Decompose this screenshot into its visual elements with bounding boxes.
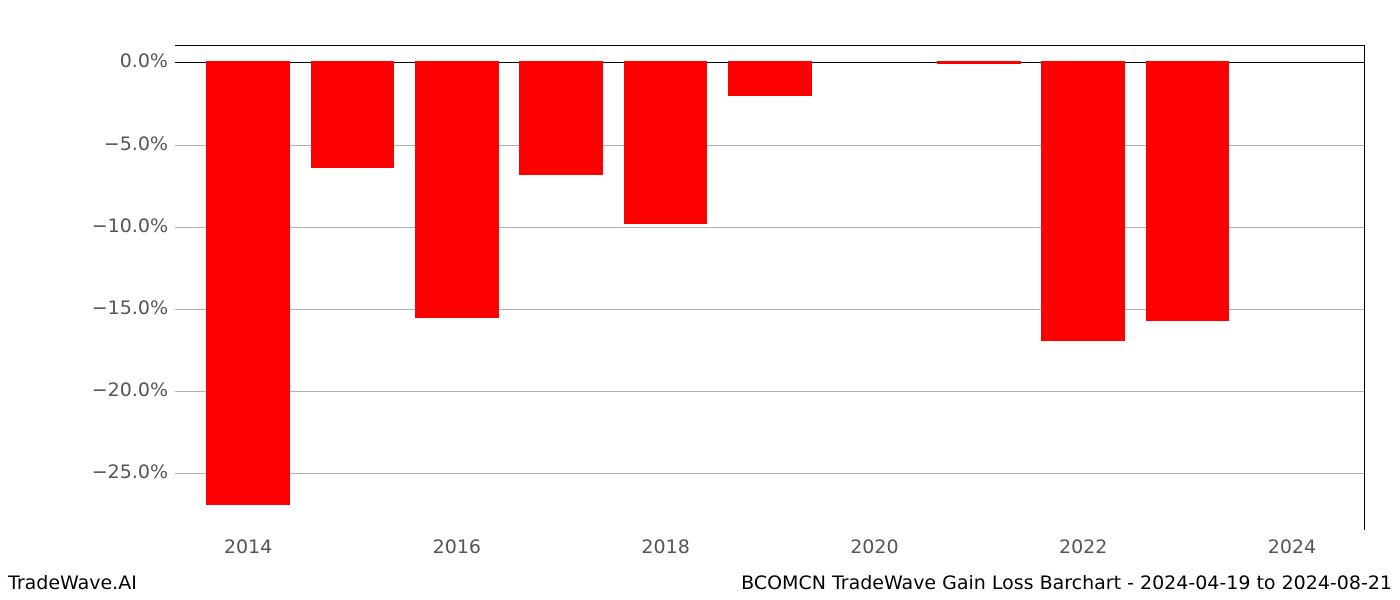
bar	[311, 61, 395, 168]
footer-right-text: BCOMCN TradeWave Gain Loss Barchart - 20…	[741, 572, 1392, 594]
y-tick-label: −10.0%	[68, 215, 168, 237]
bar	[728, 61, 812, 96]
y-tick-label: −15.0%	[68, 297, 168, 319]
x-tick-label: 2016	[433, 536, 481, 558]
footer-left-text: TradeWave.AI	[8, 572, 137, 594]
bar	[937, 61, 1021, 63]
y-tick-label: 0.0%	[68, 50, 168, 72]
bar	[1146, 61, 1230, 321]
x-tick-label: 2022	[1059, 536, 1107, 558]
bar	[206, 61, 290, 505]
bar	[624, 61, 708, 224]
x-tick-label: 2018	[641, 536, 689, 558]
grid-line	[175, 391, 1364, 392]
y-tick-label: −25.0%	[68, 461, 168, 483]
y-tick-label: −20.0%	[68, 379, 168, 401]
y-tick-label: −5.0%	[68, 133, 168, 155]
bar	[415, 61, 499, 317]
x-tick-label: 2024	[1268, 536, 1316, 558]
x-tick-label: 2020	[850, 536, 898, 558]
grid-line	[175, 473, 1364, 474]
bar	[1041, 61, 1125, 340]
x-tick-label: 2014	[224, 536, 272, 558]
bar	[519, 61, 603, 174]
